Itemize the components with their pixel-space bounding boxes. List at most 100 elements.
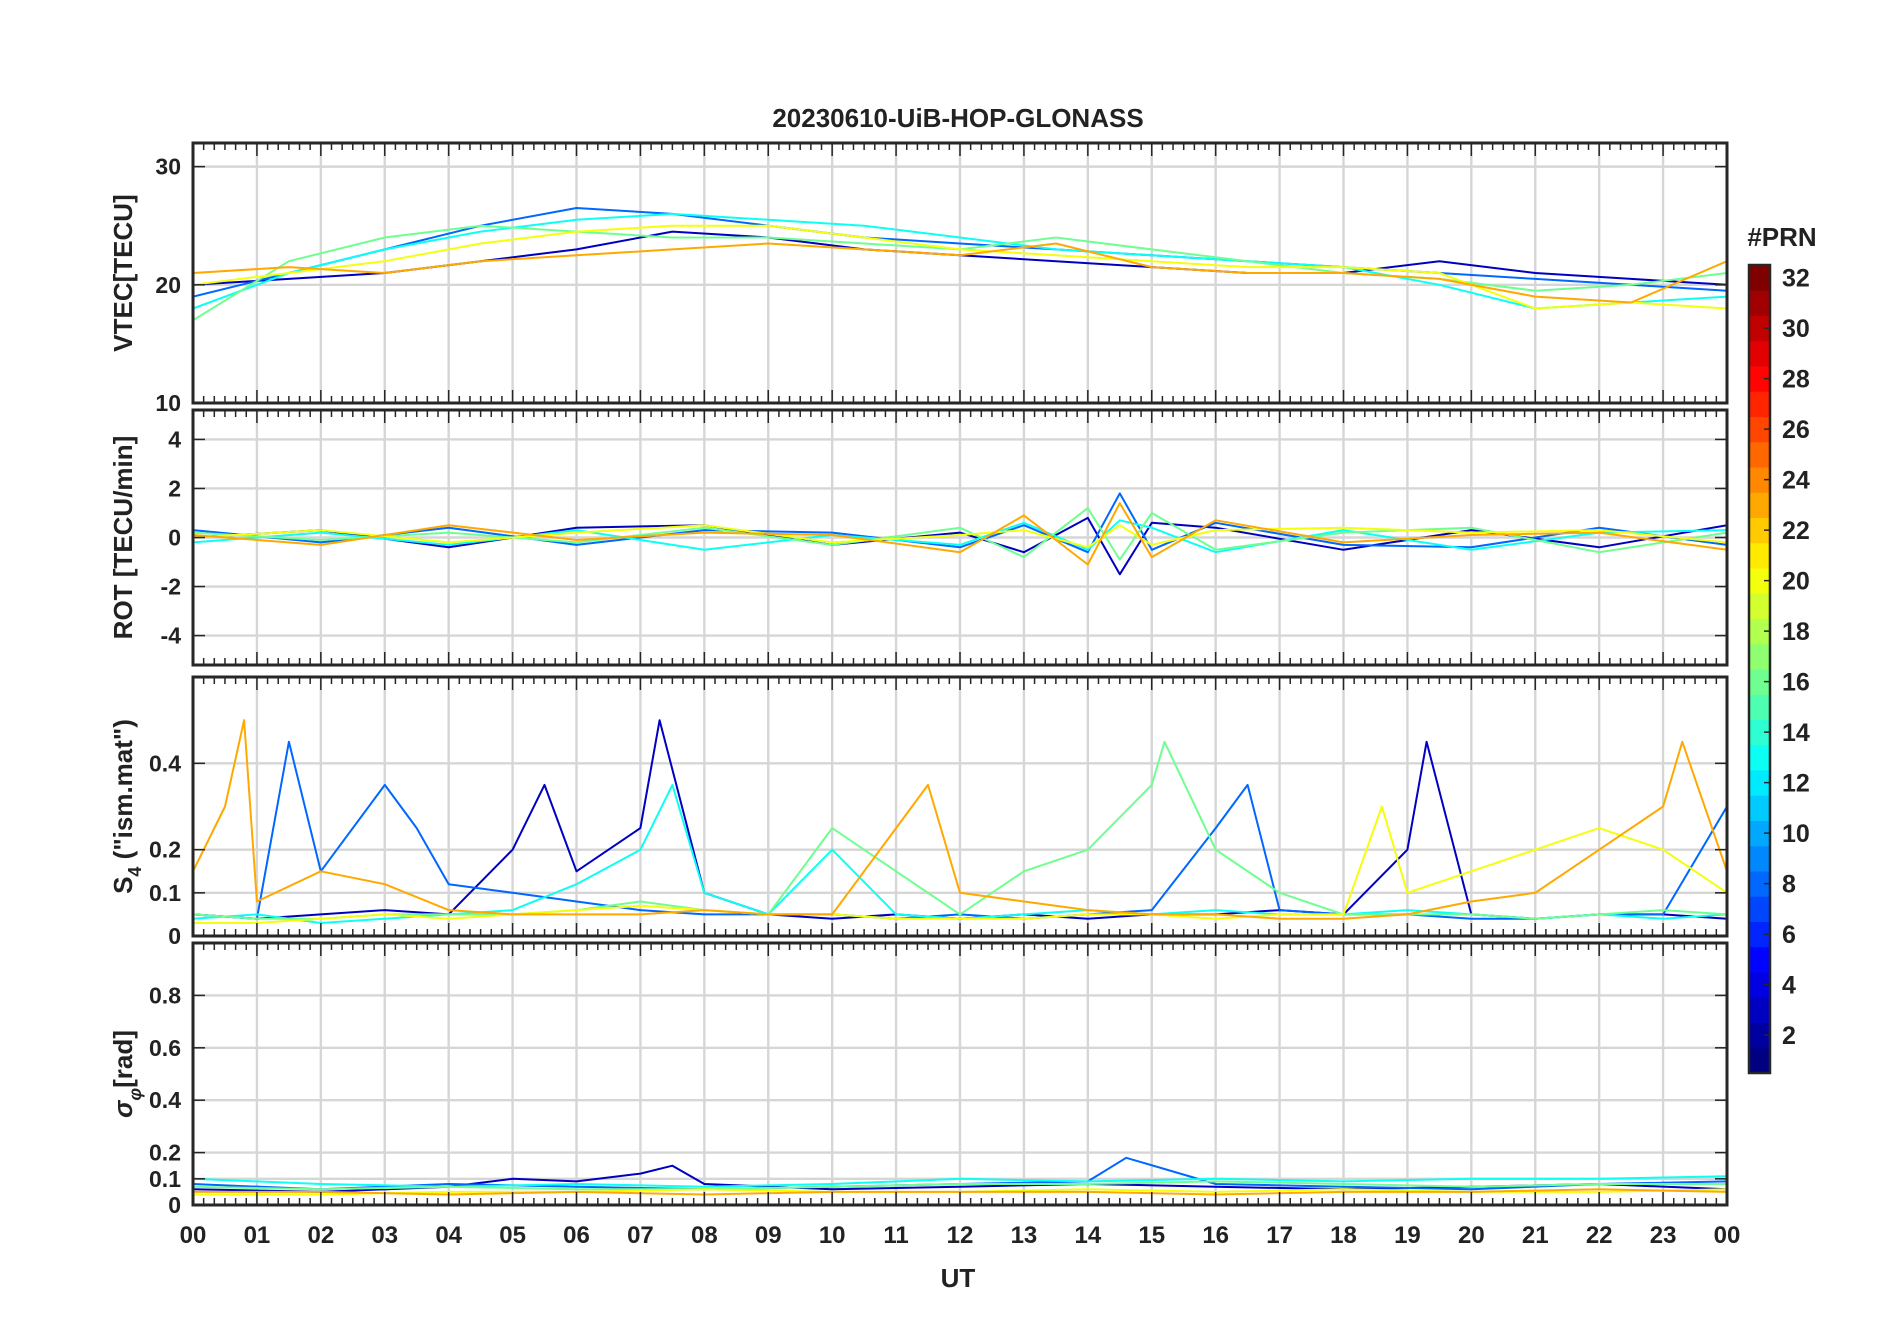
colorbar-segment xyxy=(1749,1022,1770,1049)
colorbar-segment xyxy=(1749,1047,1770,1074)
colorbar-segment xyxy=(1749,744,1770,771)
colorbar-tick-label: 22 xyxy=(1782,517,1810,545)
y-tick-label: 0 xyxy=(168,525,181,551)
colorbar-segment xyxy=(1749,542,1770,569)
colorbar-segment xyxy=(1749,972,1770,998)
x-tick-label: 03 xyxy=(371,1222,398,1249)
x-tick-label: 00 xyxy=(180,1222,207,1249)
colorbar-tick-label: 6 xyxy=(1782,921,1796,949)
y-tick-label: 0.4 xyxy=(149,1087,181,1113)
panel-s4: 00.10.20.4S4 ("ism.mat") xyxy=(108,675,1729,949)
colorbar-tick-label: 28 xyxy=(1782,366,1810,394)
series-line-prn-23 xyxy=(193,242,1727,304)
x-tick-label: 21 xyxy=(1522,1222,1549,1249)
colorbar-tick-label: 4 xyxy=(1782,972,1796,1000)
x-tick-label: 14 xyxy=(1074,1222,1101,1249)
y-tick-label: 0 xyxy=(168,1192,181,1218)
y-axis-label: VTEC[TECU] xyxy=(108,194,138,351)
colorbar-tick-label: 32 xyxy=(1782,265,1810,293)
colorbar-segment xyxy=(1749,290,1770,316)
colorbar-label: #PRN xyxy=(1747,222,1816,252)
colorbar-frame xyxy=(1747,263,1772,1075)
colorbar-tick-label: 26 xyxy=(1782,416,1810,444)
y-tick-label: 0.1 xyxy=(149,1166,181,1192)
colorbar-segment xyxy=(1749,618,1770,645)
colorbar-segment xyxy=(1749,441,1770,468)
x-tick-label: 08 xyxy=(691,1222,718,1249)
y-tick-label: 10 xyxy=(155,390,181,416)
series-group xyxy=(193,207,1727,322)
colorbar-tick-label: 16 xyxy=(1782,669,1810,697)
x-tick-label: 10 xyxy=(819,1222,846,1249)
series-group xyxy=(193,719,1727,924)
x-tick-label: 07 xyxy=(627,1222,654,1249)
x-tick-label: 18 xyxy=(1330,1222,1357,1249)
y-tick-label: -4 xyxy=(161,623,182,649)
x-tick-label: 15 xyxy=(1138,1222,1165,1249)
y-axis-label-rest: [rad] xyxy=(108,1030,138,1088)
series-group xyxy=(193,1156,1727,1196)
colorbar-segment xyxy=(1749,315,1770,342)
y-axis-label: S4 ("ism.mat") xyxy=(108,719,145,894)
y-tick-label: 4 xyxy=(168,426,181,452)
colorbar-tick-label: 24 xyxy=(1782,467,1810,495)
colorbar-segment xyxy=(1749,946,1770,973)
chart-title: 20230610-UiB-HOP-GLONASS xyxy=(772,103,1143,133)
colorbar-segment xyxy=(1749,391,1770,417)
y-axis-label: ROT [TECU/min] xyxy=(108,436,138,640)
x-tick-label: 16 xyxy=(1202,1222,1229,1249)
colorbar-segment xyxy=(1749,921,1770,948)
x-tick-label: 00 xyxy=(1714,1222,1741,1249)
y-tick-label: 20 xyxy=(155,272,181,298)
colorbar-segment xyxy=(1749,643,1770,670)
colorbar-segment xyxy=(1749,795,1770,821)
colorbar-segment xyxy=(1749,265,1770,291)
colorbar-segment xyxy=(1749,770,1770,796)
y-tick-label: 0.6 xyxy=(149,1035,181,1061)
y-tick-label: 30 xyxy=(155,154,181,180)
y-tick-label: 2 xyxy=(168,475,181,501)
colorbar-segment xyxy=(1749,871,1770,897)
colorbar-tick-label: 14 xyxy=(1782,719,1810,747)
colorbar-segment xyxy=(1749,492,1770,518)
y-tick-label: 0.1 xyxy=(149,880,181,906)
x-tick-label: 19 xyxy=(1394,1222,1421,1249)
panel-rot: -4 -2 0 2 4 ROT [TECU/min] xyxy=(108,408,1729,667)
colorbar-segment xyxy=(1749,997,1770,1023)
series-line-prn-16 xyxy=(193,740,1727,920)
series-line-prn-13 xyxy=(193,212,1727,310)
x-tick-label: 09 xyxy=(755,1222,782,1249)
series-line-prn-8 xyxy=(193,207,1727,298)
y-axis-label: σφ[rad] xyxy=(108,1030,145,1118)
colorbar-tick-label: 30 xyxy=(1782,315,1810,343)
x-tick-label: 12 xyxy=(947,1222,974,1249)
series-line-prn-23 xyxy=(193,502,1727,566)
series-line-prn-20 xyxy=(193,805,1727,924)
y-axis-label-rest: ("ism.mat") xyxy=(108,719,138,866)
x-axis-label: UT xyxy=(941,1263,976,1293)
colorbar-tick-label: 10 xyxy=(1782,820,1810,848)
colorbar-segment xyxy=(1749,366,1770,392)
y-axis-label-sub: φ xyxy=(125,1088,145,1101)
x-tick-label: 20 xyxy=(1458,1222,1485,1249)
colorbar-tick-label: 12 xyxy=(1782,770,1810,798)
colorbar-segment xyxy=(1749,568,1770,594)
x-tick-label: 17 xyxy=(1266,1222,1293,1249)
colorbar-segment xyxy=(1749,719,1770,746)
colorbar-segment xyxy=(1749,820,1770,847)
colorbar-segment xyxy=(1749,896,1770,922)
colorbar-tick-label: 18 xyxy=(1782,618,1810,646)
colorbar-segment xyxy=(1749,340,1770,367)
colorbar-segment xyxy=(1749,517,1770,544)
y-tick-label: 0.8 xyxy=(149,982,181,1008)
x-tick-label: 11 xyxy=(883,1222,908,1249)
y-tick-label: 0 xyxy=(168,923,181,949)
series-group xyxy=(193,492,1727,576)
x-tick-label: 01 xyxy=(244,1222,271,1249)
colorbar-segment xyxy=(1749,467,1770,493)
x-tick-label: 02 xyxy=(307,1222,334,1249)
x-tick-label: 04 xyxy=(435,1222,462,1249)
y-tick-label: -2 xyxy=(161,574,181,600)
